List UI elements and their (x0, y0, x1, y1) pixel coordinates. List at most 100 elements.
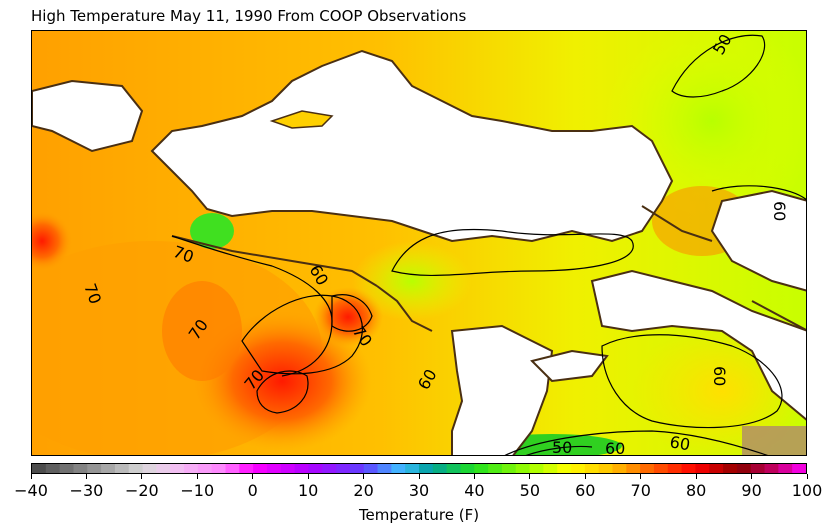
colorbar-tick-label: −30 (69, 481, 104, 500)
colorbar-swatch (391, 464, 406, 473)
colorbar-tick-label: 10 (297, 481, 319, 500)
colorbar-tick (584, 474, 586, 479)
colorbar-swatch (764, 464, 779, 473)
colorbar-tick-label: 60 (575, 481, 596, 500)
colorbar-swatch (73, 464, 88, 473)
temperature-colorbar (31, 463, 807, 474)
border-line (641, 205, 713, 242)
contour-60-south (504, 430, 769, 455)
temperature-map: 50 60 60 70 70 70 70 70 60 60 50 60 60 (31, 30, 807, 456)
colorbar-swatch (156, 464, 171, 473)
colorbar-swatch (474, 464, 489, 473)
colorbar-tick-label: −20 (124, 481, 159, 500)
map-title: High Temperature May 11, 1990 From COOP … (31, 7, 467, 25)
border-line (751, 300, 806, 332)
colorbar-tick (85, 474, 87, 479)
colorbar-swatch (142, 464, 157, 473)
colorbar-swatch (584, 464, 600, 473)
colorbar-swatch (170, 464, 185, 473)
colorbar-swatch (211, 464, 227, 473)
colorbar-tick (640, 474, 642, 479)
colorbar-swatch (184, 464, 199, 473)
georgian-bay (710, 189, 806, 292)
colorbar-tick (695, 474, 697, 479)
colorbar-tick-label: 70 (630, 481, 651, 500)
colorbar-swatch (543, 464, 558, 473)
colorbar-swatch (571, 464, 586, 473)
colorbar-tick (751, 474, 753, 479)
colorbar-swatch (336, 464, 351, 473)
colorbar-tick (252, 474, 254, 479)
colorbar-tick-label: 20 (353, 481, 374, 500)
cold-spot-lakeshore (190, 213, 234, 249)
contour-70-southwest (256, 370, 309, 414)
colorbar-swatch (709, 464, 724, 473)
colorbar-tick-label: 90 (741, 481, 762, 500)
colorbar-swatch (501, 464, 517, 473)
colorbar-tick-label: 40 (464, 481, 485, 500)
border-line (376, 285, 433, 332)
colorbar-tick (141, 474, 143, 479)
colorbar-swatch (681, 464, 697, 473)
colorbar-swatch (640, 464, 655, 473)
contour-60-southeast (601, 334, 783, 429)
colorbar-swatch (266, 464, 282, 473)
colorbar-swatch (128, 464, 144, 473)
colorbar-swatch (225, 464, 240, 473)
colorbar-swatch (32, 464, 47, 473)
cool-region-central (352, 241, 472, 321)
colorbar-swatch (515, 464, 531, 473)
colorbar-tick-label: 30 (408, 481, 430, 500)
colorbar-swatch (419, 464, 434, 473)
contour-label-60-southeast: 60 (710, 366, 729, 386)
colorbar-tick (307, 474, 309, 479)
colorbar-swatch (792, 464, 806, 473)
colorbar-swatches (32, 464, 806, 473)
contour-60-midwest (241, 294, 363, 375)
straits-water (530, 349, 609, 383)
contour-label-50-south: 50 (552, 438, 572, 456)
colorbar-swatch (87, 464, 102, 473)
colorbar-swatch (363, 464, 379, 473)
colorbar-swatch (736, 464, 752, 473)
colorbar-tick-label: −40 (14, 481, 48, 500)
contour-70-central (331, 294, 373, 332)
lake-michigan (450, 324, 554, 455)
colorbar-swatch (667, 464, 683, 473)
colorbar-swatch (750, 464, 766, 473)
colorbar-swatch (294, 464, 310, 473)
contour-60-central (391, 228, 634, 277)
contour-label-60-east: 60 (770, 201, 789, 221)
colorbar-swatch (529, 464, 544, 473)
contour-70-west (171, 235, 333, 377)
colorbar-swatch (405, 464, 420, 473)
colorbar-swatch (695, 464, 710, 473)
contour-50-south (525, 445, 593, 455)
colorbar-swatch (626, 464, 641, 473)
warm-patch (162, 281, 242, 381)
colorbar-swatch (239, 464, 254, 473)
border-line (171, 235, 378, 287)
colorbar-swatch (101, 464, 116, 473)
colorbar-tick-label: 100 (791, 481, 823, 500)
hot-spot-west-edge (32, 211, 72, 271)
colorbar-tick (418, 474, 420, 479)
contour-label-60-south-b: 60 (668, 432, 691, 454)
lake-huron (590, 269, 806, 421)
colorbar-swatch (612, 464, 627, 473)
colorbar-tick (473, 474, 475, 479)
colorbar-swatch (308, 464, 323, 473)
land-mask-corner (742, 426, 806, 455)
colorbar-swatch (446, 464, 462, 473)
lake-northwest (32, 79, 144, 153)
colorbar-tick-label: 80 (685, 481, 707, 500)
colorbar-tick (806, 474, 808, 479)
colorbar-tick (529, 474, 531, 479)
colorbar-swatch (280, 464, 296, 473)
colorbar-swatch (557, 464, 572, 473)
colorbar-tick (363, 474, 365, 479)
colorbar-swatch (59, 464, 75, 473)
colorbar-swatch (653, 464, 669, 473)
colorbar-swatch (114, 464, 130, 473)
colorbar-swatch (432, 464, 448, 473)
